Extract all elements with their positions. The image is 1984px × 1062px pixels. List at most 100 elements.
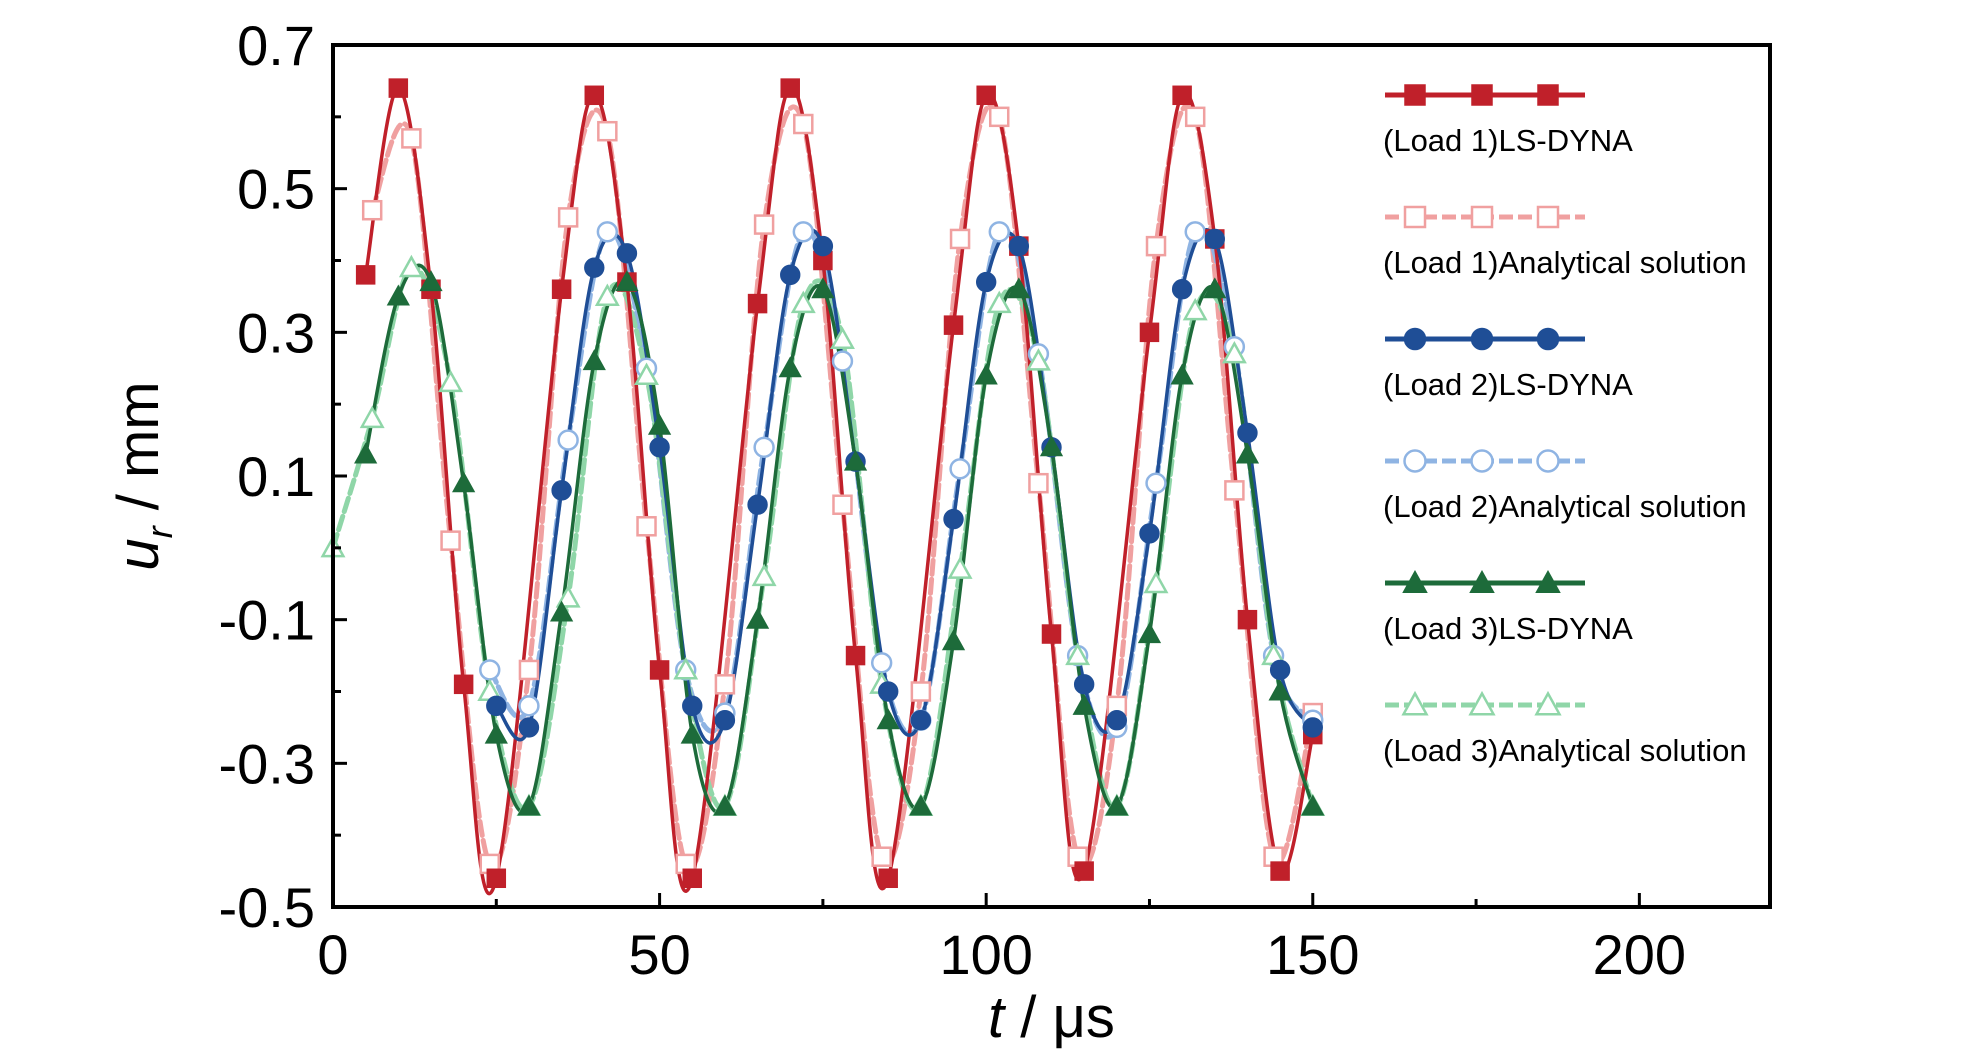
- data-point: [452, 471, 476, 493]
- legend-entry: (Load 3)Analytical solution: [1383, 690, 1747, 768]
- legend-marker-swatch: [1403, 327, 1427, 351]
- y-tick-label: 0.3: [237, 301, 315, 364]
- series-curves: [330, 86, 1316, 896]
- data-point: [594, 283, 620, 306]
- data-point: [647, 413, 672, 435]
- x-tick-label: 100: [939, 923, 1032, 986]
- data-point: [584, 257, 605, 278]
- legend-marker-swatch: [1469, 569, 1495, 593]
- y-axis-unit: / mm: [106, 381, 171, 526]
- legend-marker-swatch: [1401, 690, 1429, 716]
- legend-entry: (Load 2)Analytical solution: [1383, 449, 1747, 524]
- data-point: [1171, 279, 1193, 300]
- legend-marker-swatch: [1470, 327, 1494, 351]
- data-point: [1072, 693, 1096, 715]
- data-point: [943, 508, 964, 530]
- data-point: [401, 128, 422, 149]
- data-point: [780, 78, 800, 98]
- data-point: [830, 326, 855, 350]
- data-point: [1182, 297, 1208, 321]
- legend-entry: (Load 3)LS-DYNA: [1383, 569, 1633, 646]
- data-point: [551, 480, 572, 501]
- data-point: [517, 794, 541, 816]
- data-point: [484, 722, 508, 744]
- data-point: [1145, 472, 1167, 494]
- legend-marker-swatch: [1470, 449, 1494, 473]
- data-point: [1268, 679, 1292, 701]
- y-axis-subscript: r: [139, 524, 180, 538]
- data-point: [811, 277, 835, 299]
- legend-marker-swatch: [1403, 205, 1427, 229]
- data-point: [871, 846, 892, 867]
- data-point: [419, 270, 443, 292]
- data-point: [582, 349, 606, 371]
- legend-marker-swatch: [1404, 84, 1426, 106]
- data-point: [780, 264, 801, 286]
- data-point: [1039, 435, 1064, 457]
- data-point: [398, 254, 424, 278]
- data-point: [1105, 794, 1129, 816]
- data-point: [1137, 622, 1162, 644]
- data-point: [988, 221, 1010, 243]
- data-point: [615, 270, 639, 292]
- data-point: [486, 695, 507, 717]
- legend-entry: (Load 1)LS-DYNA: [1383, 84, 1633, 158]
- data-point: [792, 221, 814, 243]
- data-point: [479, 659, 501, 681]
- data-point: [1221, 340, 1247, 364]
- legend-marker-swatch: [1402, 569, 1428, 593]
- data-point: [361, 199, 383, 221]
- data-point: [910, 681, 932, 702]
- data-point: [747, 293, 768, 314]
- data-point: [486, 868, 507, 889]
- data-point: [976, 85, 996, 106]
- data-point: [518, 659, 540, 681]
- data-point: [1065, 642, 1091, 666]
- data-point: [831, 350, 854, 372]
- y-tick-label: -0.3: [219, 732, 316, 795]
- data-point: [878, 868, 898, 889]
- data-point: [745, 607, 770, 629]
- data-point: [597, 120, 618, 142]
- data-point: [682, 868, 702, 889]
- x-tick-label: 150: [1266, 923, 1359, 986]
- x-tick-label: 200: [1593, 923, 1686, 986]
- data-point: [1073, 674, 1095, 695]
- data-point: [1074, 861, 1094, 881]
- x-tick-label: 50: [628, 923, 690, 986]
- data-point: [584, 85, 605, 106]
- data-point: [438, 369, 464, 393]
- data-point: [778, 356, 802, 378]
- series-line: [330, 264, 1316, 813]
- data-point: [790, 290, 816, 314]
- data-point: [1269, 659, 1291, 681]
- data-point: [1028, 472, 1049, 494]
- y-tick-label: -0.1: [219, 589, 316, 652]
- data-point: [1143, 570, 1169, 594]
- data-point: [634, 362, 660, 385]
- y-axis-symbol: u: [106, 538, 171, 570]
- data-point: [518, 717, 540, 738]
- data-point: [1204, 228, 1225, 250]
- data-point: [753, 214, 775, 235]
- legend-marker-swatch: [1536, 205, 1560, 229]
- data-point: [649, 437, 670, 458]
- data-point: [1301, 794, 1325, 816]
- legend-label: (Load 1)LS-DYNA: [1383, 123, 1633, 158]
- x-axis-symbol: t: [988, 985, 1007, 1050]
- data-point: [986, 290, 1012, 314]
- data-point: [1237, 422, 1258, 444]
- legend-label: (Load 3)LS-DYNA: [1383, 611, 1633, 646]
- legend-entry: (Load 1)Analytical solution: [1383, 205, 1747, 280]
- data-point: [949, 458, 971, 480]
- data-point: [843, 449, 868, 471]
- data-point: [1106, 710, 1128, 731]
- legend-marker-swatch: [1470, 205, 1494, 229]
- legend-label: (Load 1)Analytical solution: [1383, 245, 1747, 280]
- legend-marker-swatch: [1471, 84, 1493, 106]
- data-point: [551, 279, 572, 299]
- axis-ticks: [331, 43, 1641, 909]
- data-point: [549, 600, 574, 622]
